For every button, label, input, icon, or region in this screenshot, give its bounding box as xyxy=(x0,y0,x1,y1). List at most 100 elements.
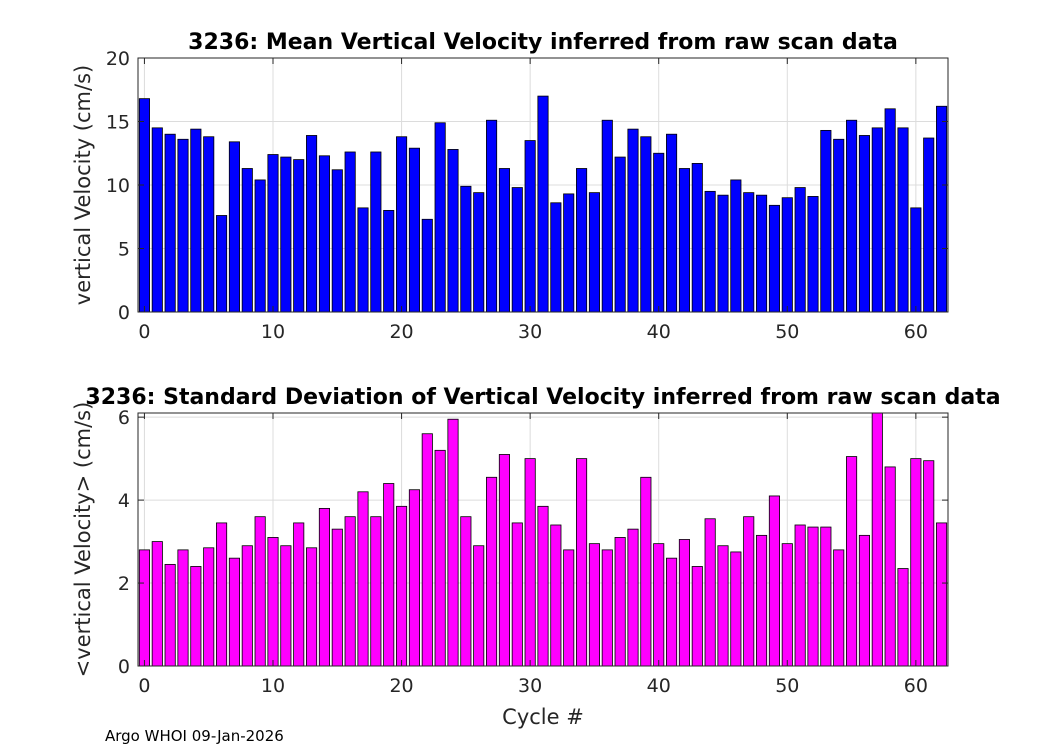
mean-bar xyxy=(691,163,703,313)
std-bar xyxy=(267,537,279,667)
mean-bar xyxy=(743,192,755,313)
mean-bar xyxy=(678,168,690,313)
mean-bar xyxy=(370,151,382,313)
std-x-axis-label: Cycle # xyxy=(502,705,584,729)
mean-bar xyxy=(357,207,369,313)
mean-bar xyxy=(794,187,806,313)
std-bar xyxy=(318,507,330,667)
std-bar xyxy=(537,505,549,667)
std-bar xyxy=(396,505,408,667)
std-bar xyxy=(846,456,858,667)
std-x-tick-label: 60 xyxy=(904,675,928,697)
std-bar xyxy=(421,433,433,667)
mean-x-tick-label: 50 xyxy=(775,321,799,343)
mean-bar xyxy=(396,136,408,313)
mean-bar xyxy=(280,156,292,313)
std-bar xyxy=(833,549,845,667)
std-bar xyxy=(601,549,613,667)
std-bar xyxy=(177,549,189,667)
std-bar xyxy=(897,568,909,667)
std-bar xyxy=(524,458,536,667)
std-bar xyxy=(614,537,626,667)
std-x-tick-label: 10 xyxy=(261,675,285,697)
std-bar xyxy=(511,522,523,667)
mean-bar xyxy=(846,119,858,313)
mean-chart: 0 10 20 30 40 50 60 0 5 10 15 20 3236: Mean Vertical… xyxy=(71,30,949,343)
std-bar xyxy=(408,489,420,667)
mean-y-tick-label: 20 xyxy=(106,48,130,70)
mean-bar xyxy=(768,204,780,313)
mean-bar xyxy=(627,128,639,313)
mean-bar xyxy=(730,179,742,313)
std-bar xyxy=(216,522,228,667)
std-bar xyxy=(704,518,716,667)
std-bar xyxy=(768,495,780,667)
mean-bar xyxy=(936,105,948,313)
std-bar xyxy=(653,543,665,667)
std-bar xyxy=(550,524,562,667)
std-bar xyxy=(357,491,369,667)
mean-chart-title: 3236: Mean Vertical Velocity inferred fr… xyxy=(188,30,898,55)
std-bar xyxy=(691,566,703,667)
mean-bar xyxy=(383,209,395,313)
mean-bar xyxy=(781,197,793,313)
mean-bar xyxy=(473,192,485,313)
std-bar xyxy=(794,524,806,667)
std-x-tick-label: 20 xyxy=(389,675,413,697)
std-bar xyxy=(486,476,498,667)
std-bar xyxy=(588,543,600,667)
mean-x-tick-label: 30 xyxy=(518,321,542,343)
mean-bar xyxy=(511,187,523,313)
mean-bar xyxy=(434,122,446,313)
mean-bar xyxy=(486,119,498,313)
mean-bar xyxy=(666,133,678,313)
mean-bar xyxy=(897,127,909,313)
mean-bar xyxy=(756,194,768,313)
mean-x-tick-label: 10 xyxy=(261,321,285,343)
std-y-tick-label: 2 xyxy=(118,573,130,595)
std-bar xyxy=(820,526,832,667)
std-bar xyxy=(190,566,202,667)
std-bar xyxy=(447,418,459,667)
std-bar xyxy=(666,557,678,667)
std-bar xyxy=(884,466,896,667)
std-bar xyxy=(241,545,253,667)
mean-bar xyxy=(524,140,536,313)
mean-x-tick-label: 20 xyxy=(389,321,413,343)
mean-bar xyxy=(871,127,883,313)
mean-bar xyxy=(408,147,420,313)
mean-x-tick-label: 60 xyxy=(904,321,928,343)
std-bar xyxy=(871,412,883,667)
std-bar xyxy=(640,476,652,667)
mean-bar xyxy=(717,194,729,313)
mean-y-tick-label: 5 xyxy=(118,239,130,261)
mean-x-tick-label: 40 xyxy=(647,321,671,343)
mean-bar xyxy=(228,141,240,313)
mean-bar xyxy=(653,152,665,313)
std-bar xyxy=(730,551,742,667)
std-bar xyxy=(576,458,588,667)
std-bar xyxy=(306,547,318,667)
mean-bar xyxy=(614,156,626,313)
mean-bar xyxy=(203,136,215,313)
std-bar xyxy=(254,516,266,667)
mean-bar xyxy=(190,128,202,313)
std-bar xyxy=(434,449,446,667)
std-x-tick-label: 30 xyxy=(518,675,542,697)
std-bar xyxy=(910,458,922,667)
std-y-tick-label: 4 xyxy=(118,490,130,512)
std-y-tick-label: 6 xyxy=(118,407,130,429)
mean-bar xyxy=(537,95,549,313)
std-bar xyxy=(858,534,870,667)
footer-credit: Argo WHOI 09-Jan-2026 xyxy=(105,727,284,745)
mean-bar xyxy=(550,202,562,313)
std-bar xyxy=(781,543,793,667)
std-bar xyxy=(331,528,343,667)
mean-bar xyxy=(447,149,459,313)
mean-bar xyxy=(858,135,870,313)
std-bar xyxy=(280,545,292,667)
mean-y-tick-label: 15 xyxy=(106,112,130,134)
std-bar xyxy=(138,549,150,667)
